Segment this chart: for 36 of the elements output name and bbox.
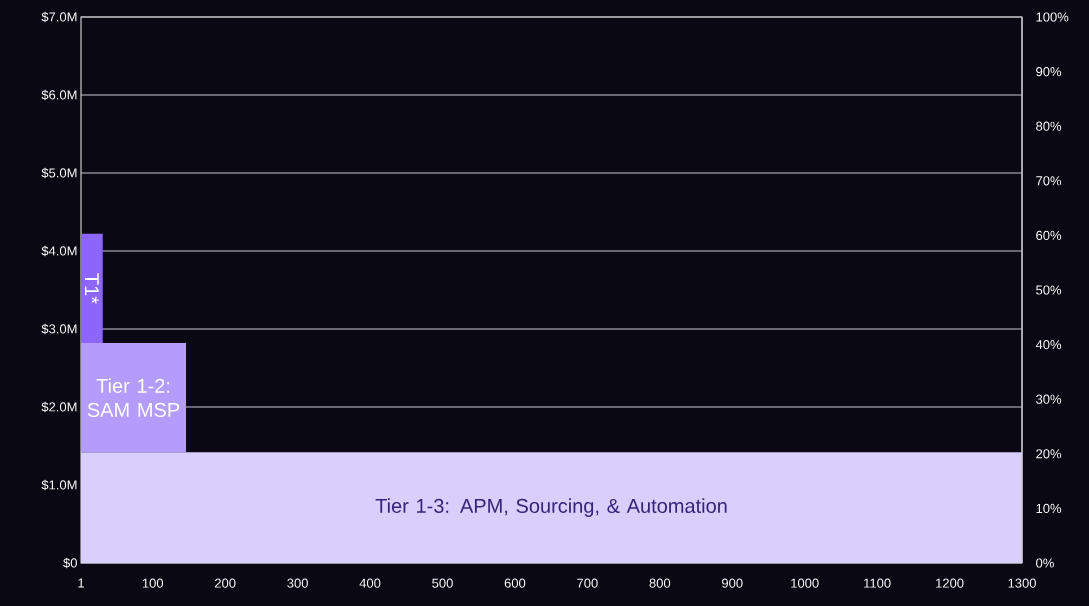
- x-tick-label: 200: [214, 578, 236, 588]
- y-tick-label: $1.0M: [41, 479, 77, 491]
- series-label: Tier 1-3: APM, Sourcing, & Automation: [375, 498, 727, 517]
- y-tick-label: $4.0M: [41, 245, 77, 257]
- y2-tick-label: 60%: [1036, 230, 1062, 240]
- x-tick-label: 1300: [1008, 578, 1036, 588]
- y-tick-label: $5.0M: [41, 167, 77, 179]
- y2-tick-label: 40%: [1035, 339, 1062, 350]
- y2-tick-label: 10%: [1036, 503, 1062, 513]
- y2-tick-label: 0%: [1036, 558, 1054, 568]
- x-tick-label: 700: [577, 578, 598, 588]
- x-tick-label: 900: [722, 578, 743, 588]
- y2-tick-label: 100%: [1036, 12, 1069, 22]
- y-tick-label: $2.0M: [41, 401, 77, 413]
- y2-tick-label: 30%: [1036, 394, 1062, 404]
- series-label: T1*: [84, 273, 99, 304]
- y2-tick-label: 20%: [1036, 449, 1062, 459]
- x-tick-label: 1100: [864, 578, 891, 588]
- x-tick-label: 300: [287, 578, 308, 588]
- y2-tick-label: 70%: [1036, 176, 1062, 186]
- series-label: Tier 1-2: SAM MSP: [87, 378, 180, 417]
- x-tick-label: 500: [432, 578, 453, 588]
- x-tick-label: 400: [359, 578, 381, 588]
- y-tick-label: $7.0M: [41, 11, 77, 23]
- x-tick-label: 1000: [791, 578, 819, 588]
- x-tick-label: 1200: [936, 578, 964, 588]
- y2-tick-label: 80%: [1036, 121, 1062, 131]
- y-tick-label: $0: [63, 557, 77, 569]
- y-tick-label: $3.0M: [41, 323, 77, 335]
- x-tick-label: 1: [78, 578, 84, 588]
- x-tick-label: 600: [504, 578, 526, 588]
- x-tick-label: 800: [649, 578, 671, 588]
- y2-tick-label: 50%: [1036, 285, 1062, 295]
- x-tick-label: 100: [142, 578, 164, 588]
- y2-tick-label: 90%: [1036, 66, 1062, 77]
- y-tick-label: $6.0M: [41, 89, 77, 101]
